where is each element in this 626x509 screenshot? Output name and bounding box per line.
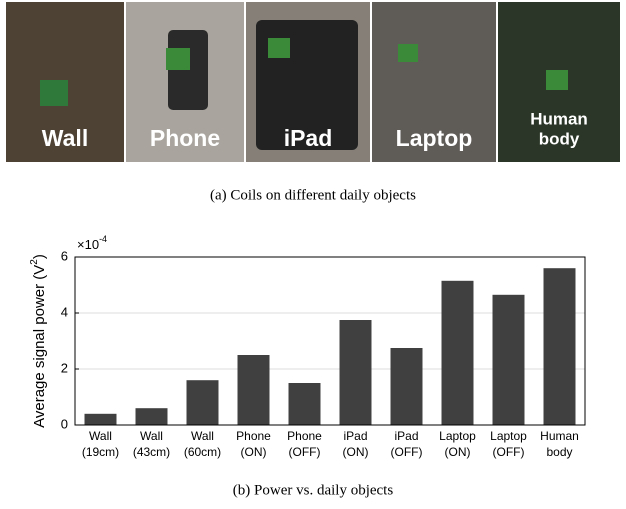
photo-label: Wall: [42, 125, 88, 151]
axis-multiplier: ×10-4: [77, 234, 107, 252]
x-tick-label: (19cm): [82, 445, 119, 459]
x-tick-label: (ON): [241, 445, 267, 459]
y-tick-label: 2: [61, 360, 68, 375]
caption: (a) Coils on different daily objects: [210, 187, 416, 203]
photo-laptop: [372, 2, 496, 162]
x-tick-label: (ON): [343, 445, 369, 459]
x-tick-label: Laptop: [490, 429, 527, 443]
photos: [6, 2, 620, 162]
coil: [268, 38, 290, 58]
x-tick-label: (ON): [445, 445, 471, 459]
bar: [135, 408, 168, 425]
coil: [166, 48, 190, 70]
x-tick-label: (OFF): [289, 445, 321, 459]
x-tick-label: Wall: [89, 429, 112, 443]
bar: [186, 380, 219, 425]
y-tick-label: 0: [61, 416, 68, 431]
x-tick-label: (OFF): [391, 445, 423, 459]
x-tick-label: Laptop: [439, 429, 476, 443]
x-tick-label: Phone: [287, 429, 322, 443]
x-tick-label: iPad: [343, 429, 367, 443]
bar: [84, 413, 117, 425]
y-label-text: Average signal power (V: [31, 265, 48, 428]
y-label-sup: 2: [29, 259, 40, 265]
bar: [492, 294, 525, 425]
coil: [398, 44, 418, 62]
coil: [546, 70, 568, 90]
bar: [288, 383, 321, 425]
photo-label: Laptop: [396, 125, 473, 151]
multiplier-base: ×10: [77, 237, 99, 252]
x-tick-label: (60cm): [184, 445, 221, 459]
x-tick-label: body: [546, 445, 572, 459]
bar: [390, 348, 423, 425]
bar: [441, 280, 474, 425]
x-tick-label: Human: [540, 429, 579, 443]
x-tick-label: (43cm): [133, 445, 170, 459]
bar: [543, 268, 576, 425]
photo-label: iPad: [284, 125, 333, 151]
x-tick-label: iPad: [394, 429, 418, 443]
axes-box: [74, 256, 586, 426]
y-tick-label: 6: [61, 248, 68, 263]
photo-label: Phone: [150, 125, 220, 151]
x-tick-label: Wall: [191, 429, 214, 443]
caption: (b) Power vs. daily objects: [233, 482, 394, 498]
y-label-end: ): [31, 254, 48, 259]
x-tick-label: Wall: [140, 429, 163, 443]
y-axis-label: Average signal power (V2): [29, 254, 48, 428]
x-tick-label: (OFF): [493, 445, 525, 459]
y-tick-label: 4: [61, 304, 68, 319]
photo-label: Human: [530, 109, 588, 128]
photo-label: body: [539, 129, 580, 148]
bar: [237, 355, 270, 425]
coil: [40, 80, 68, 106]
bar: [339, 320, 372, 425]
multiplier-exp: -4: [99, 234, 107, 244]
x-tick-label: Phone: [236, 429, 271, 443]
